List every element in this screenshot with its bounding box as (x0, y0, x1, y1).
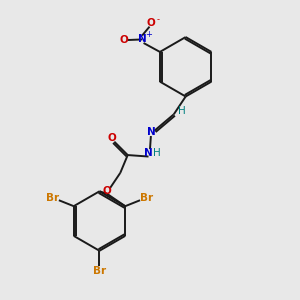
Text: +: + (146, 30, 152, 39)
Text: N: N (146, 127, 155, 137)
Text: H: H (153, 148, 160, 158)
Text: Br: Br (93, 266, 106, 276)
Text: O: O (108, 133, 116, 143)
Text: O: O (120, 35, 129, 45)
Text: N: N (138, 34, 146, 44)
Text: Br: Br (140, 193, 153, 203)
Text: O: O (103, 186, 111, 196)
Text: N: N (144, 148, 153, 158)
Text: H: H (178, 106, 186, 116)
Text: Br: Br (46, 193, 59, 203)
Text: O: O (147, 18, 155, 28)
Text: -: - (156, 16, 159, 25)
